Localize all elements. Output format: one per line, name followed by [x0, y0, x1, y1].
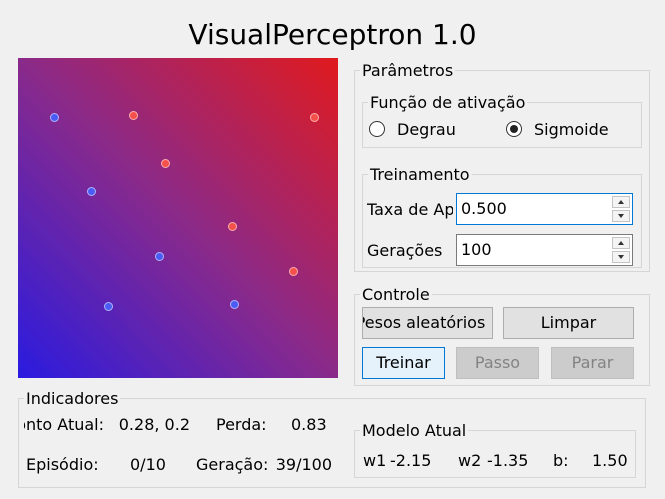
- parametros-label: Parâmetros: [360, 61, 456, 80]
- data-point-blue: [155, 252, 164, 261]
- pesos-aleatorios-label: Pesos aleatórios: [362, 313, 486, 332]
- b-label: b:: [553, 451, 569, 470]
- geracoes-decrement-icon[interactable]: [612, 251, 630, 263]
- treinar-button[interactable]: Treinar: [362, 347, 445, 379]
- b-value: 1.50: [592, 451, 628, 470]
- degrau-label[interactable]: Degrau: [397, 120, 456, 139]
- parametros-group: [354, 70, 650, 272]
- taxa-decrement-icon[interactable]: [612, 210, 630, 222]
- w1-label: w1: [363, 451, 387, 470]
- geracoes-input[interactable]: 100: [461, 240, 492, 259]
- sigmoide-radio[interactable]: [506, 121, 522, 137]
- controle-label: Controle: [360, 285, 432, 304]
- modelo-label: Modelo Atual: [360, 421, 469, 440]
- data-point-blue: [104, 302, 113, 311]
- data-point-red: [289, 267, 298, 276]
- geracao-value: 39/100: [275, 455, 332, 474]
- indicadores-group: [18, 398, 646, 488]
- geracoes-spinbox[interactable]: 100: [456, 234, 633, 266]
- ponto-atual-label: Ponto Atual:: [24, 415, 104, 434]
- plot-canvas[interactable]: [18, 58, 338, 378]
- perda-value: 0.83: [291, 415, 327, 434]
- data-point-red: [310, 113, 319, 122]
- taxa-spinbox[interactable]: 0.500: [456, 193, 633, 225]
- geracao-label: Geração:: [196, 455, 269, 474]
- taxa-input[interactable]: 0.500: [461, 199, 507, 218]
- data-point-blue: [87, 187, 96, 196]
- data-point-red: [228, 222, 237, 231]
- taxa-label: Taxa de Aprendizado: [367, 200, 453, 219]
- app-title: VisualPerceptron 1.0: [188, 18, 477, 51]
- limpar-button[interactable]: Limpar: [503, 307, 634, 339]
- parar-button[interactable]: Parar: [551, 347, 634, 379]
- w2-value: -1.35: [487, 451, 529, 470]
- geracoes-increment-icon[interactable]: [612, 237, 630, 249]
- data-point-red: [161, 159, 170, 168]
- ponto-atual-value: 0.28, 0.2: [118, 415, 190, 434]
- indicadores-label: Indicadores: [24, 389, 121, 408]
- episodio-label: Episódio:: [26, 455, 99, 474]
- degrau-radio[interactable]: [369, 121, 385, 137]
- data-point-red: [129, 111, 138, 120]
- passo-button[interactable]: Passo: [456, 347, 539, 379]
- w1-value: -2.15: [390, 451, 432, 470]
- modelo-group: [354, 430, 636, 478]
- data-point-blue: [230, 300, 239, 309]
- w2-label: w2: [458, 451, 482, 470]
- treinamento-group: [362, 174, 642, 268]
- taxa-increment-icon[interactable]: [612, 196, 630, 208]
- geracoes-label: Gerações: [367, 241, 443, 260]
- data-point-blue: [50, 113, 59, 122]
- sigmoide-label[interactable]: Sigmoide: [534, 120, 609, 139]
- episodio-value: 0/10: [130, 455, 166, 474]
- treinamento-label: Treinamento: [368, 165, 472, 184]
- controle-group: [354, 294, 650, 386]
- perda-label: Perda:: [216, 415, 267, 434]
- funcao-label: Função de ativação: [368, 93, 528, 112]
- pesos-aleatorios-button[interactable]: Pesos aleatórios: [362, 307, 493, 339]
